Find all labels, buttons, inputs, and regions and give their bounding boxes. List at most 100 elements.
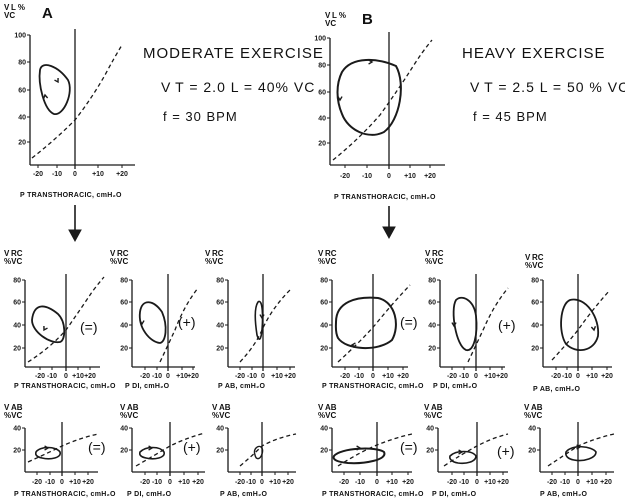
panel-b-title: HEAVY EXERCISE xyxy=(462,45,606,62)
panel-b-tidal-volume: V T = 2.5 L = 50 % VC xyxy=(470,79,625,95)
row2-plot-4-xtick-label: -20 xyxy=(339,479,349,486)
row2-xlabel-5: P DI, cmH₂O xyxy=(432,491,477,498)
row1-plot-4-direction-arrow xyxy=(350,342,356,348)
row1-plot-1-relaxation-curve xyxy=(27,276,105,363)
row1-plot-3-ytick-label: 20 xyxy=(216,346,224,353)
row2-plot-5-relaxation-curve xyxy=(443,433,509,467)
row1-plot-3-xtick-label: +10 xyxy=(271,373,283,380)
row1-ylabel-4: V RC %VC xyxy=(318,249,337,266)
panel-a-title: MODERATE EXERCISE xyxy=(143,45,324,62)
row1-plot-2-relaxation-curve xyxy=(159,287,199,363)
row2-ylabel-5: V AB %VC xyxy=(424,403,443,420)
row1-plot-6-xtick-label: +20 xyxy=(601,373,613,380)
row2-equals-b: (=) xyxy=(400,439,418,455)
row2-plot-3-xtick-label: -20 xyxy=(235,479,245,486)
row1-plot-1-pv-loop xyxy=(31,305,66,344)
arrow-b-head xyxy=(382,226,396,240)
row2-plot-6-xtick-label: -20 xyxy=(547,479,557,486)
row1-plot-5-ytick-label: 60 xyxy=(428,300,436,307)
panel-b-relaxation-curve xyxy=(332,39,433,161)
panel-b-xtick-label: -10 xyxy=(362,173,372,180)
row1-plus-a: (+) xyxy=(178,314,196,330)
row1-plot-2-xtick-label: 0 xyxy=(166,373,170,380)
row2-plot-5-xtick-label: 0 xyxy=(475,479,479,486)
row1-plot-5-ytick-label: 80 xyxy=(428,278,436,285)
row1-plot-4-ytick-label: 20 xyxy=(320,346,328,353)
panel-b-xtick-label: +20 xyxy=(424,173,436,180)
row2-xlabel-2: P DI, cmH₂O xyxy=(127,491,172,498)
row1-plot-5-direction-arrow xyxy=(451,322,457,328)
panel-a-xtick-label: 0 xyxy=(73,171,77,178)
row1-plot-5-ytick-label: 20 xyxy=(428,346,436,353)
row2-plot-1-ytick-label: 40 xyxy=(13,426,21,433)
row2-plot-4-direction-arrow xyxy=(356,445,362,451)
row1-plot-1-xtick-label: -10 xyxy=(47,373,57,380)
row2-xlabel-1: P TRANSTHORACIC, cmH₂O xyxy=(14,491,116,498)
row2-plot-6-pv-loop xyxy=(565,445,597,462)
row1-plot-2-ytick-label: 20 xyxy=(120,346,128,353)
row2-plot-3-pv-loop xyxy=(253,445,264,460)
row1-plot-4-xtick-label: +10 xyxy=(382,373,394,380)
row1-plot-2-xtick-label: +10 xyxy=(176,373,188,380)
row2-plot-1-xtick-label: 0 xyxy=(60,479,64,486)
row1-plot-5-xtick-label: 0 xyxy=(474,373,478,380)
row2-plot-5-xtick-label: -20 xyxy=(447,479,457,486)
row1-plot-1-xtick-label: -20 xyxy=(35,373,45,380)
row2-plot-1-xtick-label: +10 xyxy=(69,479,81,486)
row2-plot-5-pv-loop xyxy=(449,450,477,465)
row2-plot-2-direction-arrow xyxy=(148,445,154,451)
row1-plot-6-ytick-label: 20 xyxy=(531,346,539,353)
row1-equals-b: (=) xyxy=(400,314,418,330)
panel-b-ytick-label: 100 xyxy=(314,36,326,43)
row2-plot-1-ytick-label: 20 xyxy=(13,448,21,455)
row1-plus-b: (+) xyxy=(498,317,516,333)
row1-plot-3-xtick-label: -20 xyxy=(235,373,245,380)
row2-plot-5-ytick-label: 40 xyxy=(426,426,434,433)
row1-plot-2-xtick-label: -10 xyxy=(152,373,162,380)
panel-a-xlabel: P TRANSTHORACIC, cmH₂O xyxy=(20,192,122,199)
row1-plot-1-xtick-label: +10 xyxy=(72,373,84,380)
row1-plot-1-ytick-label: 60 xyxy=(13,300,21,307)
row2-plot-3-xtick-label: -10 xyxy=(246,479,256,486)
row2-plot-5-xtick-label: +10 xyxy=(484,479,496,486)
row1-plot-4-ytick-label: 60 xyxy=(320,300,328,307)
row2-equals-a: (=) xyxy=(88,439,106,455)
panel-b-letter: B xyxy=(362,11,373,28)
row2-plot-2-relaxation-curve xyxy=(135,432,206,467)
row1-plot-6-ytick-label: 80 xyxy=(531,278,539,285)
row1-plot-3-xtick-label: -10 xyxy=(247,373,257,380)
row2-plot-6-direction-arrow xyxy=(576,444,582,450)
row2-plot-4-ytick-label: 40 xyxy=(320,426,328,433)
panel-a-frequency: f = 30 BPM xyxy=(163,109,238,124)
row2-plot-5-ytick-label: 20 xyxy=(426,448,434,455)
panel-b-xtick-label: -20 xyxy=(340,173,350,180)
row1-plot-5-ytick-label: 40 xyxy=(428,323,436,330)
row2-plot-4-xtick-label: +20 xyxy=(402,479,414,486)
panel-a-tidal-volume: V T = 2.0 L = 40% VC xyxy=(161,79,316,95)
row1-plot-1-ytick-label: 20 xyxy=(13,346,21,353)
row2-plot-3-ytick-label: 20 xyxy=(216,448,224,455)
row1-plot-4-pv-loop xyxy=(334,296,397,350)
panel-a-ytick-label: 20 xyxy=(18,140,26,147)
row2-plot-5-direction-arrow xyxy=(458,449,464,455)
panel-a-xtick-label: -10 xyxy=(52,171,62,178)
panel-a-ytick-label: 60 xyxy=(18,88,26,95)
row1-plot-1-xtick-label: +20 xyxy=(84,373,96,380)
row2-plot-4-xtick-label: -10 xyxy=(355,479,365,486)
row2-plot-2-xtick-label: -20 xyxy=(140,479,150,486)
row2-plot-6-ytick-label: 20 xyxy=(528,448,536,455)
row1-plot-4-relaxation-curve xyxy=(337,284,411,363)
panel-a-xtick-label: +20 xyxy=(116,171,128,178)
row2-plot-2-xtick-label: +10 xyxy=(178,479,190,486)
row1-xlabel-2: P DI, cmH₂O xyxy=(125,383,170,390)
row2-ylabel-6: V AB %VC xyxy=(524,403,543,420)
row1-plot-6-xtick-label: -10 xyxy=(562,373,572,380)
panel-b-pv-loop xyxy=(336,58,402,136)
row2-plot-4-xtick-label: +10 xyxy=(386,479,398,486)
row2-plot-1-relaxation-curve xyxy=(27,433,99,463)
row2-plot-6-xtick-label: 0 xyxy=(576,479,580,486)
row2-plot-2-xtick-label: 0 xyxy=(168,479,172,486)
row2-plot-3-xtick-label: +20 xyxy=(282,479,294,486)
row1-ylabel-5: V RC %VC xyxy=(425,249,444,266)
